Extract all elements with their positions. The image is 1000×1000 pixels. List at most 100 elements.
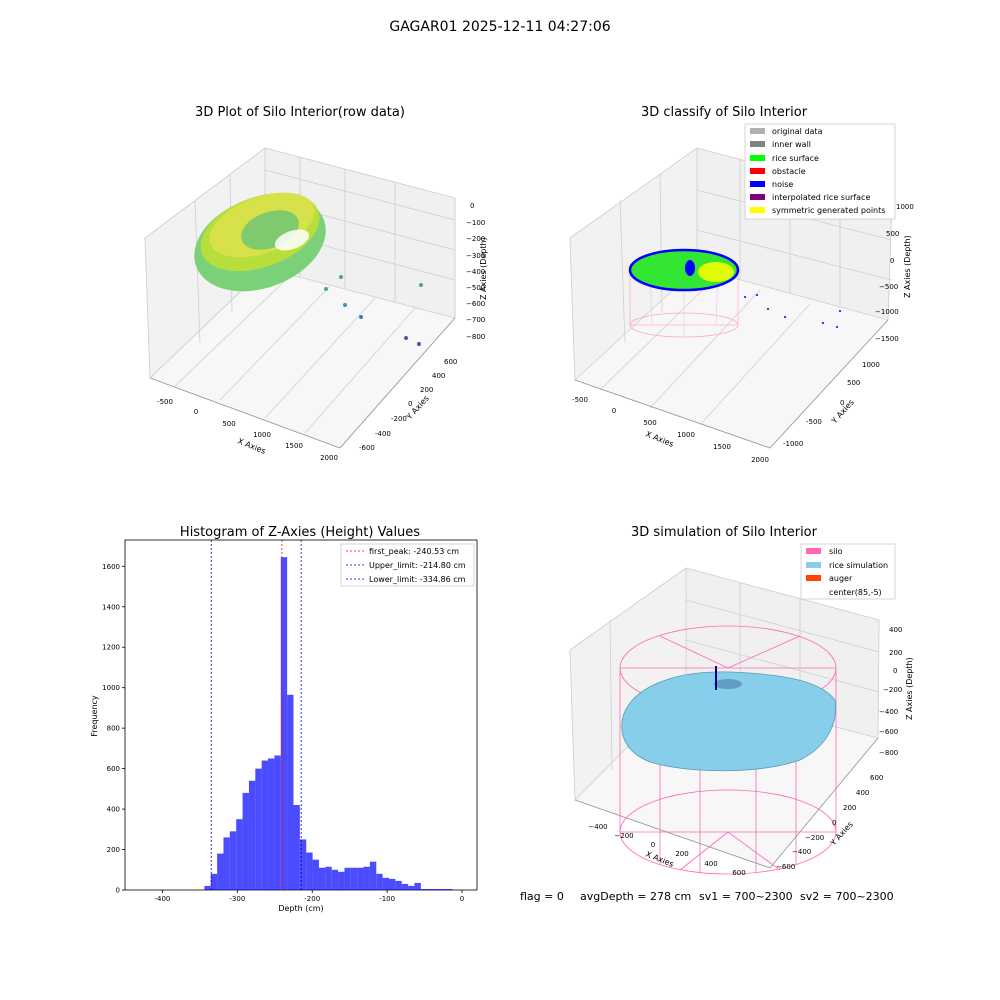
x-tick: 1000 bbox=[677, 431, 695, 439]
z-tick: −100 bbox=[466, 219, 485, 227]
x-tick: 400 bbox=[704, 860, 717, 868]
legend-swatch bbox=[750, 181, 765, 187]
legend-box bbox=[744, 123, 896, 220]
y-tick: 400 bbox=[432, 372, 445, 380]
hist-bar bbox=[306, 852, 313, 890]
hist-bar bbox=[433, 888, 440, 890]
status-sv1: sv1 = 700~2300 bbox=[699, 890, 793, 903]
y-tick-label: 1200 bbox=[102, 644, 120, 652]
z-tick: −400 bbox=[879, 708, 898, 716]
hist-bar bbox=[204, 885, 211, 890]
y-tick: -500 bbox=[806, 418, 822, 426]
z-tick: 0 bbox=[893, 667, 897, 675]
hist-bar bbox=[439, 888, 447, 890]
x-tick: 1500 bbox=[713, 443, 731, 451]
z-tick: 400 bbox=[889, 626, 902, 634]
y-tick: -600 bbox=[359, 444, 375, 452]
hist-bar bbox=[357, 867, 364, 890]
hist-bar bbox=[312, 859, 319, 890]
z-tick: −200 bbox=[466, 235, 485, 243]
hist-bar bbox=[274, 755, 281, 890]
legend-label: symmetric generated points bbox=[772, 206, 885, 215]
z-tick: 0 bbox=[890, 257, 894, 265]
x-tick: −200 bbox=[614, 832, 633, 840]
hist-bar bbox=[229, 831, 237, 890]
hist-bar bbox=[395, 880, 402, 890]
x-tick-label: -200 bbox=[304, 895, 320, 903]
legend-label: obstacle bbox=[772, 167, 806, 176]
hist-title: Histogram of Z-Axies (Height) Values bbox=[180, 525, 420, 540]
x-tick: 200 bbox=[675, 850, 688, 858]
legend-swatch bbox=[750, 194, 765, 200]
panel-sim-zticks: 400 200 0 −200 −400 −600 −800 bbox=[879, 626, 902, 757]
panel-raw-zticks: 0 −100 −200 −300 −400 −500 −600 −700 −80… bbox=[466, 202, 485, 341]
z-tick: −1000 bbox=[875, 308, 899, 316]
x-tick-label: -300 bbox=[229, 895, 245, 903]
y-tick-label: 400 bbox=[107, 806, 120, 814]
legend-label: original data bbox=[772, 127, 823, 136]
legend-label: noise bbox=[772, 180, 793, 189]
hist-bar bbox=[255, 768, 262, 890]
x-tick: 0 bbox=[194, 408, 198, 416]
status-avg-depth: avgDepth = 278 cm bbox=[580, 890, 691, 903]
hist-bar bbox=[210, 873, 218, 890]
z-tick: −500 bbox=[466, 284, 485, 292]
y-tick: 1000 bbox=[862, 361, 880, 369]
hist-bar bbox=[382, 877, 389, 890]
panel-sim-yticks: −600 −400 −200 0 200 400 600 bbox=[776, 774, 883, 871]
z-tick: 200 bbox=[889, 649, 902, 657]
panel-classify-yticks: -1000 -500 0 500 1000 bbox=[783, 361, 880, 448]
y-tick: 600 bbox=[444, 358, 457, 366]
hist-bar bbox=[344, 867, 351, 890]
x-tick-label: 0 bbox=[460, 895, 464, 903]
hist-legend: first_peak: -240.53 cm Upper_limit: -214… bbox=[340, 543, 475, 587]
y-tick-label: 1400 bbox=[102, 603, 120, 611]
x-tick: 500 bbox=[222, 420, 235, 428]
x-tick: 0 bbox=[651, 841, 655, 849]
legend-swatch bbox=[750, 128, 765, 134]
y-tick: −200 bbox=[805, 834, 824, 842]
x-tick: 2000 bbox=[751, 456, 769, 464]
z-tick: −700 bbox=[466, 316, 485, 324]
y-tick: 0 bbox=[840, 399, 844, 407]
hist-bar bbox=[369, 861, 377, 890]
hist-bar bbox=[446, 888, 453, 890]
x-tick: 2000 bbox=[320, 454, 338, 462]
hist-bar bbox=[331, 869, 339, 890]
legend-label: center(85,-5) bbox=[829, 588, 882, 597]
legend-label: inner wall bbox=[772, 140, 811, 149]
y-tick: 600 bbox=[870, 774, 883, 782]
z-tick: −200 bbox=[883, 686, 902, 694]
hist-bar bbox=[217, 853, 224, 890]
z-tick: −1500 bbox=[875, 335, 899, 343]
z-tick: 500 bbox=[886, 230, 899, 238]
x-tick: 1000 bbox=[253, 431, 271, 439]
z-axis-label: Z Axies (Depth) bbox=[905, 657, 914, 720]
hist-bar bbox=[420, 888, 428, 890]
x-tick: −400 bbox=[588, 823, 607, 831]
y-tick: -200 bbox=[391, 415, 407, 423]
y-tick: 200 bbox=[420, 386, 433, 394]
hist-bar bbox=[325, 866, 332, 890]
hist-bar bbox=[318, 867, 326, 890]
y-tick: −600 bbox=[776, 863, 795, 871]
x-tick: 1500 bbox=[285, 442, 303, 450]
x-tick-label: -400 bbox=[155, 895, 171, 903]
figure-title: GAGAR01 2025-12-11 04:27:06 bbox=[389, 19, 610, 35]
x-tick: 500 bbox=[643, 419, 656, 427]
x-tick: 600 bbox=[732, 869, 745, 877]
legend-label: first_peak: -240.53 cm bbox=[369, 547, 459, 556]
hist-bar bbox=[376, 873, 383, 890]
x-tick-label: -100 bbox=[379, 895, 395, 903]
z-tick: −300 bbox=[466, 252, 485, 260]
y-tick-label: 800 bbox=[107, 725, 120, 733]
legend-label: auger bbox=[829, 574, 853, 583]
hist-bar bbox=[268, 758, 275, 890]
legend-label: Upper_limit: -214.80 cm bbox=[369, 561, 466, 570]
panel-classify-zticks: 1000 500 0 −500 −1000 −1500 bbox=[875, 203, 914, 343]
hist-bar bbox=[293, 805, 300, 890]
hist-xlabel: Depth (cm) bbox=[278, 904, 323, 913]
hist-bar bbox=[427, 888, 434, 890]
panel-classify-cloud bbox=[628, 248, 841, 338]
z-tick: −800 bbox=[466, 333, 485, 341]
